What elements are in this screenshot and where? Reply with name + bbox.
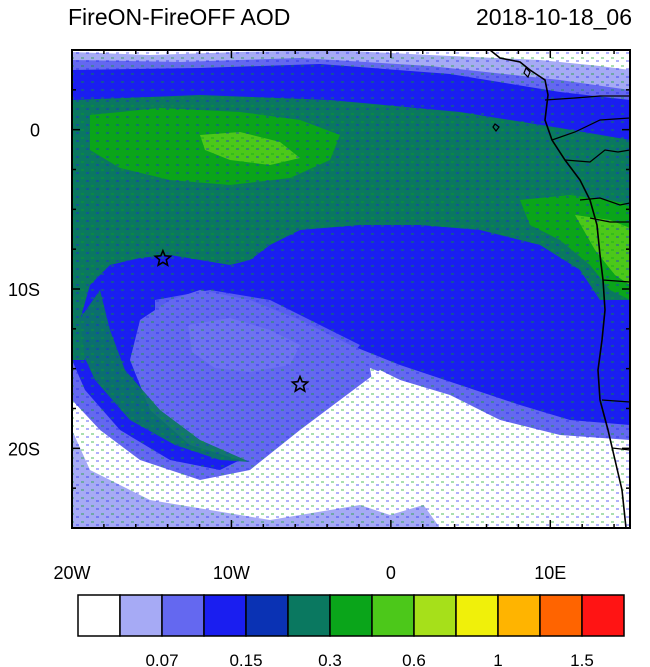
star-marker — [290, 374, 310, 393]
bioko-island — [523, 66, 531, 79]
colorbar-swatch — [77, 594, 121, 637]
colorbar-swatch — [287, 594, 331, 637]
colorbar-swatch — [581, 594, 625, 637]
colorbar-swatch — [371, 594, 415, 637]
map-title: FireON-FireOFF AOD — [68, 4, 291, 30]
colorbar-swatch — [539, 594, 583, 637]
colorbar-label: 0.07 — [145, 651, 178, 667]
africa-coastline — [489, 50, 627, 528]
colorbar-label: 0.3 — [318, 651, 342, 667]
colorbar-label: 1 — [493, 651, 502, 667]
country-borders — [544, 95, 630, 451]
colorbar-swatch — [203, 594, 247, 637]
sao-tome-island — [492, 123, 500, 132]
aod-field — [72, 50, 630, 528]
y-tick-label: 10S — [8, 280, 40, 300]
x-tick-label: 20W — [53, 563, 90, 583]
colorbar-swatch — [455, 594, 499, 637]
colorbar-swatch — [245, 594, 289, 637]
star-marker — [153, 248, 173, 267]
colorbar: 0.07 0.15 0.3 0.6 1 1.5 — [77, 594, 625, 667]
map-datetime: 2018-10-18_06 — [475, 4, 632, 30]
x-tick-label: 10E — [534, 563, 566, 583]
aod-texture — [72, 50, 630, 528]
colorbar-swatch — [119, 594, 163, 637]
marker-layer — [153, 248, 310, 393]
colorbar-label: 1.5 — [570, 651, 594, 667]
x-tick-label: 10W — [213, 563, 250, 583]
colorbar-swatch — [329, 594, 373, 637]
colorbar-swatch — [413, 594, 457, 637]
y-tick-label: 0 — [30, 121, 40, 141]
colorbar-swatch — [161, 594, 205, 637]
y-tick-label: 20S — [8, 439, 40, 459]
colorbar-swatch — [497, 594, 541, 637]
colorbar-label: 0.6 — [402, 651, 426, 667]
x-tick-label: 0 — [386, 563, 396, 583]
axis-ticks: 20W 10W 0 10E 0 10S 20S — [8, 49, 630, 583]
colorbar-label: 0.15 — [229, 651, 262, 667]
